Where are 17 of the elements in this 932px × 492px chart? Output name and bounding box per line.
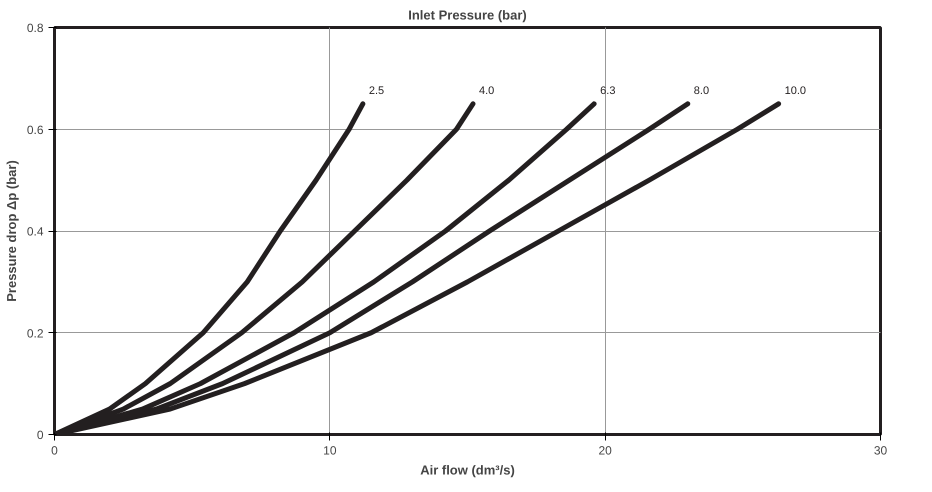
y-tick-label: 0.6 [26, 122, 44, 137]
y-tick-label: 0.2 [26, 326, 44, 340]
x-tick-label: 20 [598, 444, 612, 458]
series-label: 10.0 [784, 84, 806, 97]
chart-title: Inlet Pressure (bar) [408, 8, 527, 22]
x-axis-title: Air flow (dm³/s) [420, 462, 515, 478]
y-tick-label: 0.8 [26, 21, 44, 35]
series-label: 8.0 [694, 84, 710, 97]
series-label: 2.5 [368, 84, 384, 97]
series-label: 6.3 [600, 84, 616, 97]
series-label: 4.0 [479, 84, 494, 97]
x-tick-label: 0 [51, 444, 58, 458]
y-tick-label: 0 [36, 428, 44, 442]
x-tick-label: 30 [874, 444, 888, 458]
y-tick-label: 0.4 [26, 224, 44, 238]
y-axis-title: Pressure drop Δp (bar) [4, 160, 19, 302]
x-tick-label: 10 [323, 444, 337, 458]
